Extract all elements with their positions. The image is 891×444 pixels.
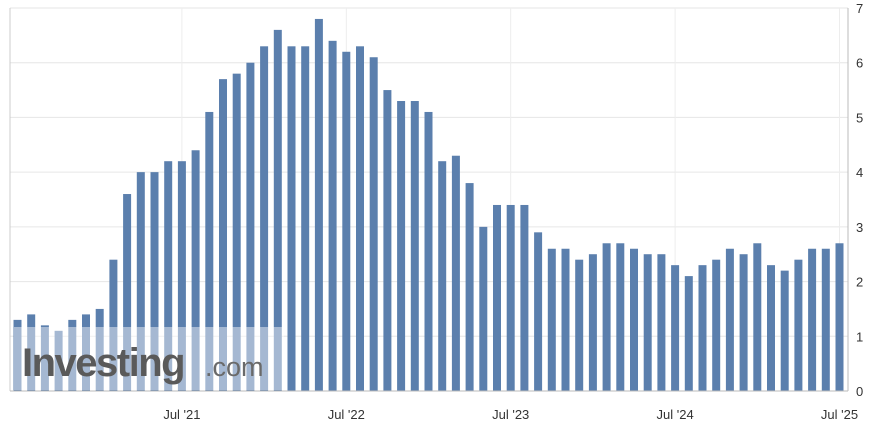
bar (808, 248, 817, 391)
bar (219, 79, 227, 391)
bar (698, 265, 707, 391)
x-axis-ticks: Jul '21 Jul '22 Jul '23 Jul '24 Jul '25 (163, 407, 858, 422)
bar (342, 51, 351, 392)
bar (260, 46, 269, 392)
y-axis-ticks: 0 1 2 3 4 5 6 7 (856, 1, 863, 399)
bar (493, 204, 501, 391)
x-tick-label: Jul '23 (492, 407, 529, 422)
bar (13, 319, 22, 391)
bar (630, 248, 638, 391)
bar (520, 204, 529, 391)
bar (191, 150, 200, 391)
bar (821, 248, 830, 391)
bar (177, 161, 186, 391)
y-tick-label: 5 (856, 110, 863, 125)
y-tick-label: 4 (856, 165, 863, 180)
x-tick-label: Jul '22 (328, 407, 365, 422)
bar (753, 243, 762, 391)
bar (410, 101, 419, 391)
bar (739, 254, 748, 391)
bar (287, 46, 296, 392)
bar (616, 243, 625, 391)
bar (424, 111, 433, 391)
bar (575, 259, 584, 391)
y-tick-label: 7 (856, 1, 863, 16)
y-tick-label: 6 (856, 56, 863, 71)
bar (273, 29, 282, 392)
bar (465, 183, 474, 391)
bar (602, 243, 611, 391)
bar (767, 265, 775, 391)
watermark-suffix: .com (205, 352, 264, 382)
bar (356, 46, 364, 392)
bar (479, 226, 488, 391)
investing-watermark: Investing .com (14, 327, 284, 390)
bar (684, 276, 693, 391)
y-tick-label: 0 (856, 384, 863, 399)
bar (534, 232, 543, 391)
bar (232, 73, 241, 392)
bar (164, 161, 173, 391)
y-tick-label: 3 (856, 220, 863, 235)
bar (82, 314, 90, 391)
bar (506, 204, 515, 391)
watermark-brand: Investing (22, 341, 184, 385)
bar (588, 254, 597, 391)
bar (369, 57, 378, 391)
y-tick-label: 2 (856, 275, 863, 290)
axes (9, 8, 849, 392)
x-tick-label: Jul '24 (657, 407, 694, 422)
bar (150, 172, 159, 391)
bar (671, 265, 680, 391)
bar (725, 248, 734, 391)
bar (95, 308, 104, 391)
bar (328, 40, 337, 391)
bar (68, 319, 77, 391)
y-tick-label: 1 (856, 329, 863, 344)
bar (314, 18, 323, 391)
bar-series (13, 18, 844, 392)
bar (123, 194, 132, 391)
watermark-backdrop (14, 327, 284, 390)
bar (835, 243, 844, 391)
bar (54, 330, 63, 391)
bar (301, 46, 310, 392)
bar (451, 155, 460, 391)
bar (109, 259, 118, 391)
bar (657, 254, 666, 391)
bar (561, 248, 570, 391)
x-tick-label: Jul '21 (163, 407, 200, 422)
bar (780, 270, 789, 391)
bar (547, 248, 556, 391)
bar (712, 259, 721, 391)
bar (438, 161, 447, 391)
bar (27, 314, 36, 391)
bar (205, 111, 214, 391)
bar (397, 101, 406, 391)
bar (794, 259, 803, 391)
bar (383, 90, 392, 392)
bar (246, 62, 255, 391)
bar (136, 172, 145, 391)
bar (643, 254, 652, 391)
bar (40, 325, 49, 391)
x-tick-label: Jul '25 (821, 407, 858, 422)
